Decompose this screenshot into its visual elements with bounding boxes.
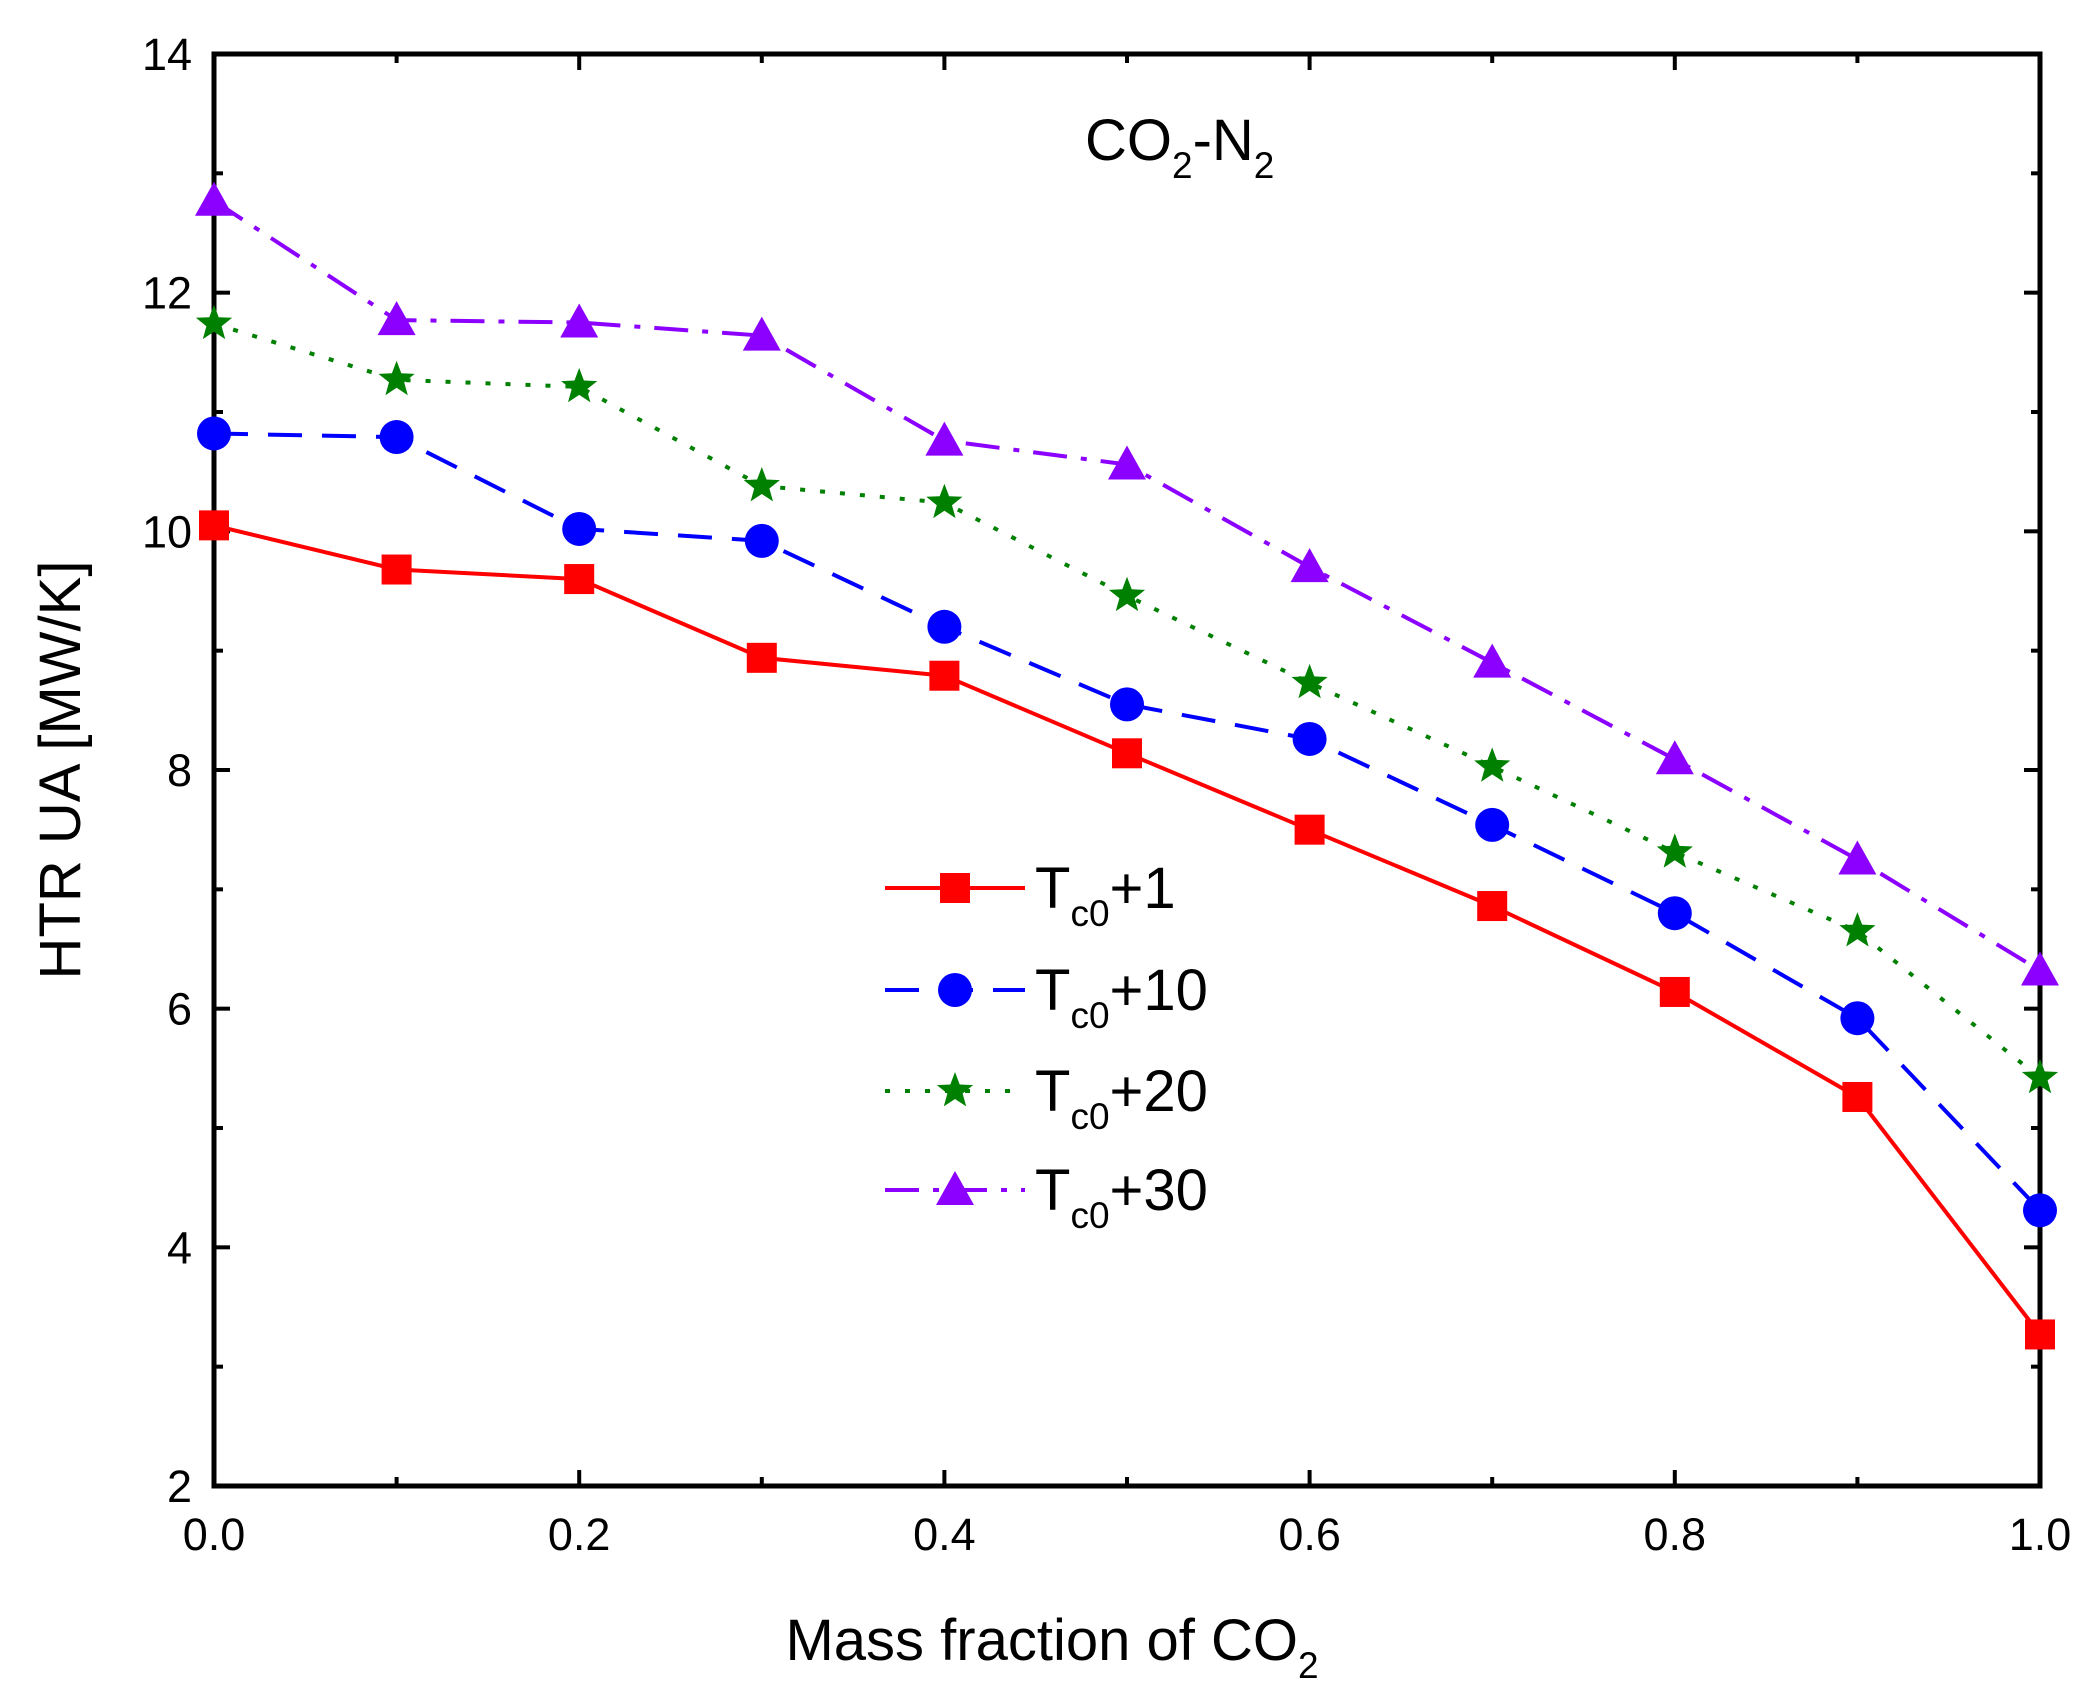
data-point-s4-p1 [195, 181, 233, 216]
y-tick-label: 10 [142, 506, 192, 557]
data-point-s4-p2 [377, 301, 416, 336]
legend-marker-1 [940, 873, 970, 903]
data-point-s1-p8 [1477, 891, 1508, 922]
data-point-s1-p7 [1294, 814, 1325, 845]
data-point-s3-p7 [1291, 663, 1328, 699]
data-point-s1-p10 [1842, 1081, 1873, 1112]
x-tick-label: 1.0 [2009, 1509, 2072, 1560]
data-point-s2-p10 [1840, 1001, 1875, 1036]
chart-annotation: CO2-N2 [1085, 108, 1274, 186]
data-point-s4-p9 [1655, 740, 1694, 775]
data-point-s2-p3 [562, 511, 597, 546]
data-point-s2-p2 [379, 420, 414, 455]
legend-label-4: Tc0+30 [1035, 1158, 1208, 1236]
data-point-s4-p4 [742, 316, 781, 351]
x-tick-label: 0.4 [913, 1509, 976, 1560]
series-line-3 [213, 321, 2042, 1080]
data-point-s1-p6 [1112, 738, 1142, 769]
data-point-s4-p3 [560, 303, 599, 338]
legend-marker-4 [936, 1171, 974, 1205]
data-point-s2-p9 [1657, 896, 1692, 931]
data-point-s3-p9 [1656, 833, 1693, 868]
x-axis-ticks: 0.0 0.2 0.4 0.6 0.8 1.0 [183, 54, 2072, 1560]
data-point-s2-p1 [197, 416, 231, 451]
x-tick-label: 0.2 [548, 1509, 611, 1560]
x-tick-label: 0.8 [1644, 1509, 1707, 1560]
legend-marker-3 [936, 1072, 974, 1107]
data-point-s2-p8 [1475, 807, 1510, 842]
series-markers [195, 181, 2059, 1350]
y-axis-title: HTR UA [MW/K] [28, 561, 93, 980]
data-point-s1-p5 [929, 660, 960, 691]
y-tick-label: 8 [167, 745, 192, 796]
data-point-s4-p11 [2021, 951, 2059, 986]
data-point-s1-p1 [199, 510, 229, 541]
data-point-s2-p6 [1110, 687, 1144, 722]
y-tick-label: 4 [167, 1222, 192, 1273]
legend-label-3: Tc0+20 [1035, 1059, 1208, 1137]
legend-label-2: Tc0+10 [1035, 958, 1208, 1036]
data-point-s4-p10 [1838, 840, 1877, 875]
series-line-2 [213, 431, 2042, 1212]
data-point-s1-p9 [1659, 976, 1690, 1007]
data-point-s1-p11 [2025, 1319, 2055, 1350]
data-point-s3-p6 [1108, 576, 1146, 612]
data-point-s2-p7 [1292, 721, 1327, 756]
y-axis-ticks: 2 4 6 8 10 12 14 [142, 29, 2040, 1512]
data-point-s4-p7 [1290, 548, 1329, 583]
data-point-s4-p8 [1473, 643, 1512, 678]
data-point-s2-p11 [2023, 1193, 2057, 1228]
data-point-s3-p11 [2021, 1058, 2059, 1094]
data-point-s2-p5 [927, 609, 962, 644]
legend-label-1: Tc0+1 [1035, 856, 1176, 934]
data-point-s4-p6 [1108, 445, 1146, 480]
data-point-s1-p4 [746, 642, 777, 673]
data-point-s3-p5 [926, 483, 963, 519]
plot-area [211, 51, 2043, 1489]
data-point-s2-p4 [744, 523, 779, 558]
x-tick-label: 0.0 [183, 1509, 246, 1560]
data-point-s3-p2 [378, 360, 415, 396]
y-tick-label: 2 [167, 1461, 192, 1512]
data-point-s3-p1 [195, 304, 233, 340]
data-point-s1-p2 [381, 554, 412, 585]
data-point-s3-p8 [1474, 747, 1511, 782]
y-tick-label: 14 [142, 29, 192, 80]
y-tick-label: 12 [142, 268, 192, 319]
data-point-s3-p4 [743, 467, 780, 502]
data-point-s4-p5 [925, 421, 964, 456]
x-axis-title: Mass fraction of CO2 [785, 1608, 1318, 1686]
legend-marker-2 [938, 973, 972, 1007]
data-point-s1-p3 [564, 564, 595, 595]
data-point-s3-p3 [561, 367, 598, 403]
legend: Tc0+1 Tc0+10 Tc0+20 Tc0+30 [885, 856, 1208, 1236]
data-point-s3-p10 [1839, 912, 1876, 947]
y-tick-label: 6 [167, 984, 192, 1035]
x-tick-label: 0.6 [1278, 1509, 1341, 1560]
